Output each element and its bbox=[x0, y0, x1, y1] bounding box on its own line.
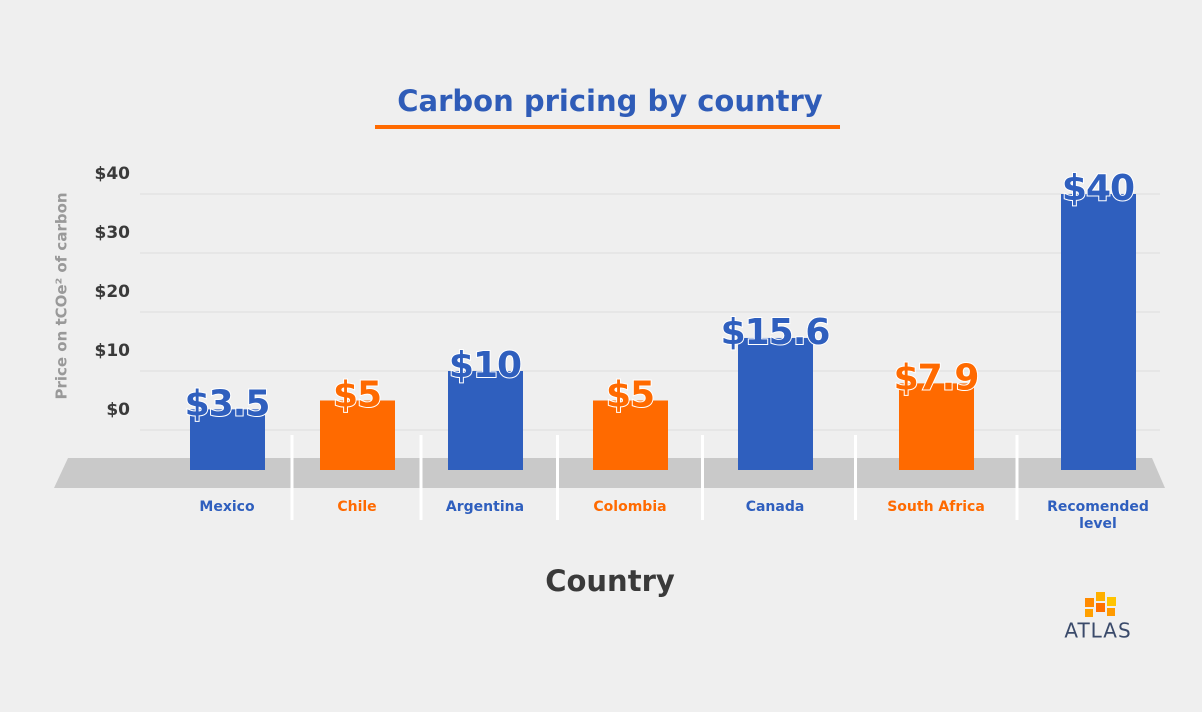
bar bbox=[1061, 194, 1136, 470]
y-tick-label: $0 bbox=[106, 400, 130, 420]
y-tick-label: $10 bbox=[95, 341, 131, 361]
x-tick-label: Mexico bbox=[199, 499, 255, 515]
bar bbox=[320, 400, 395, 470]
value-label: $5 bbox=[606, 375, 654, 416]
bar bbox=[448, 371, 523, 470]
bar bbox=[593, 400, 668, 470]
x-tick-label: Chile bbox=[337, 499, 377, 515]
bar bbox=[899, 383, 974, 470]
bar bbox=[190, 409, 265, 470]
x-tick-label: Canada bbox=[745, 499, 805, 515]
y-tick-label: $20 bbox=[95, 282, 131, 302]
logo-text: ATLAS bbox=[1064, 619, 1131, 643]
x-axis-title: Country bbox=[545, 564, 675, 598]
value-label: $40 bbox=[1062, 168, 1134, 209]
x-tick-label: Colombia bbox=[593, 499, 667, 515]
value-label: $7.9 bbox=[894, 357, 979, 398]
bar bbox=[738, 337, 813, 470]
value-label: $5 bbox=[333, 375, 381, 416]
chart-title: Carbon pricing by country bbox=[397, 84, 823, 118]
title-underline bbox=[375, 125, 840, 129]
x-tick-label: Recomended level bbox=[1047, 499, 1149, 532]
value-label: $10 bbox=[449, 345, 521, 386]
logo-icon bbox=[1085, 592, 1116, 617]
value-label: $3.5 bbox=[185, 383, 270, 424]
y-tick-label: $40 bbox=[95, 164, 131, 184]
value-label: $15.6 bbox=[721, 312, 830, 353]
y-tick-label: $30 bbox=[95, 223, 131, 243]
x-tick-label: Argentina bbox=[445, 499, 525, 515]
y-axis-title: Price on tCOe² of carbon bbox=[53, 192, 71, 399]
x-tick-label: South Africa bbox=[887, 499, 985, 515]
